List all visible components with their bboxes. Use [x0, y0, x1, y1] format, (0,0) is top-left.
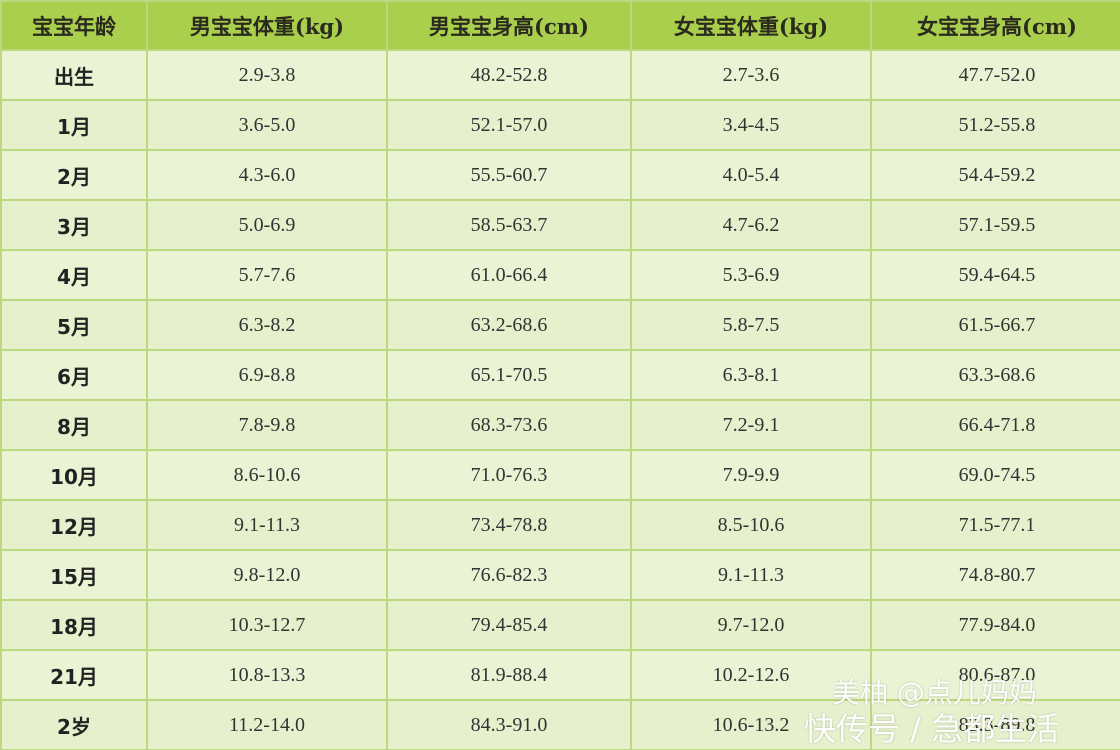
table-row: 18月 10.3-12.7 79.4-85.4 9.7-12.0 77.9-84.0 [0, 599, 1120, 651]
girl-height-cell: 77.9-84.0 [870, 599, 1120, 651]
girl-height-cell: 74.8-80.7 [870, 549, 1120, 601]
table-row: 6月 6.9-8.8 65.1-70.5 6.3-8.1 63.3-68.6 [0, 349, 1120, 401]
table-body: 出生 2.9-3.8 48.2-52.8 2.7-3.6 47.7-52.0 1月 3.6-… [0, 49, 1120, 750]
girl-weight-cell: 4.7-6.2 [630, 199, 872, 251]
age-cell: 8月 [0, 399, 148, 451]
age-cell: 3月 [0, 199, 148, 251]
table-row: 4月 5.7-7.6 61.0-66.4 5.3-6.9 59.4-64.5 [0, 249, 1120, 301]
header-age: 宝宝年龄 [0, 0, 148, 51]
girl-weight-cell: 2.7-3.6 [630, 49, 872, 101]
table-row: 1月 3.6-5.0 52.1-57.0 3.4-4.5 51.2-55.8 [0, 99, 1120, 151]
girl-weight-cell: 4.0-5.4 [630, 149, 872, 201]
boy-height-cell: 84.3-91.0 [386, 699, 632, 750]
header-girl-height: 女宝宝身高(cm) [870, 0, 1120, 51]
table-row: 8月 7.8-9.8 68.3-73.6 7.2-9.1 66.4-71.8 [0, 399, 1120, 451]
girl-weight-cell: 7.2-9.1 [630, 399, 872, 451]
boy-height-cell: 81.9-88.4 [386, 649, 632, 701]
boy-height-cell: 48.2-52.8 [386, 49, 632, 101]
age-cell: 6月 [0, 349, 148, 401]
table-row: 15月 9.8-12.0 76.6-82.3 9.1-11.3 74.8-80.7 [0, 549, 1120, 601]
table-row: 出生 2.9-3.8 48.2-52.8 2.7-3.6 47.7-52.0 [0, 49, 1120, 101]
age-cell: 5月 [0, 299, 148, 351]
boy-weight-cell: 10.3-12.7 [146, 599, 388, 651]
boy-height-cell: 79.4-85.4 [386, 599, 632, 651]
age-cell: 15月 [0, 549, 148, 601]
header-boy-height: 男宝宝身高(cm) [386, 0, 632, 51]
table-row: 21月 10.8-13.3 81.9-88.4 10.2-12.6 80.6-87.0 [0, 649, 1120, 701]
age-cell: 出生 [0, 49, 148, 101]
boy-height-cell: 52.1-57.0 [386, 99, 632, 151]
girl-weight-cell: 9.7-12.0 [630, 599, 872, 651]
table-row: 12月 9.1-11.3 73.4-78.8 8.5-10.6 71.5-77.1 [0, 499, 1120, 551]
age-cell: 2月 [0, 149, 148, 201]
girl-height-cell: 54.4-59.2 [870, 149, 1120, 201]
boy-weight-cell: 10.8-13.3 [146, 649, 388, 701]
boy-height-cell: 65.1-70.5 [386, 349, 632, 401]
table-row: 2月 4.3-6.0 55.5-60.7 4.0-5.4 54.4-59.2 [0, 149, 1120, 201]
table-row: 2岁 11.2-14.0 84.3-91.0 10.6-13.2 83.3-89.8 [0, 699, 1120, 750]
girl-height-cell: 80.6-87.0 [870, 649, 1120, 701]
boy-weight-cell: 8.6-10.6 [146, 449, 388, 501]
boy-weight-cell: 6.9-8.8 [146, 349, 388, 401]
header-girl-weight: 女宝宝体重(kg) [630, 0, 872, 51]
age-cell: 12月 [0, 499, 148, 551]
boy-height-cell: 68.3-73.6 [386, 399, 632, 451]
girl-weight-cell: 5.3-6.9 [630, 249, 872, 301]
boy-height-cell: 73.4-78.8 [386, 499, 632, 551]
boy-weight-cell: 11.2-14.0 [146, 699, 388, 750]
boy-weight-cell: 5.7-7.6 [146, 249, 388, 301]
girl-height-cell: 66.4-71.8 [870, 399, 1120, 451]
girl-height-cell: 47.7-52.0 [870, 49, 1120, 101]
header-boy-weight: 男宝宝体重(kg) [146, 0, 388, 51]
age-cell: 21月 [0, 649, 148, 701]
boy-weight-cell: 3.6-5.0 [146, 99, 388, 151]
girl-weight-cell: 3.4-4.5 [630, 99, 872, 151]
boy-height-cell: 71.0-76.3 [386, 449, 632, 501]
boy-weight-cell: 6.3-8.2 [146, 299, 388, 351]
table-row: 10月 8.6-10.6 71.0-76.3 7.9-9.9 69.0-74.5 [0, 449, 1120, 501]
girl-height-cell: 51.2-55.8 [870, 99, 1120, 151]
girl-weight-cell: 7.9-9.9 [630, 449, 872, 501]
boy-height-cell: 76.6-82.3 [386, 549, 632, 601]
age-cell: 4月 [0, 249, 148, 301]
girl-weight-cell: 10.6-13.2 [630, 699, 872, 750]
boy-weight-cell: 2.9-3.8 [146, 49, 388, 101]
table-row: 5月 6.3-8.2 63.2-68.6 5.8-7.5 61.5-66.7 [0, 299, 1120, 351]
girl-weight-cell: 5.8-7.5 [630, 299, 872, 351]
boy-weight-cell: 9.1-11.3 [146, 499, 388, 551]
age-cell: 10月 [0, 449, 148, 501]
age-cell: 2岁 [0, 699, 148, 750]
girl-weight-cell: 6.3-8.1 [630, 349, 872, 401]
girl-height-cell: 63.3-68.6 [870, 349, 1120, 401]
girl-weight-cell: 9.1-11.3 [630, 549, 872, 601]
girl-weight-cell: 10.2-12.6 [630, 649, 872, 701]
girl-height-cell: 59.4-64.5 [870, 249, 1120, 301]
boy-weight-cell: 7.8-9.8 [146, 399, 388, 451]
age-cell: 1月 [0, 99, 148, 151]
girl-weight-cell: 8.5-10.6 [630, 499, 872, 551]
boy-weight-cell: 4.3-6.0 [146, 149, 388, 201]
girl-height-cell: 61.5-66.7 [870, 299, 1120, 351]
boy-weight-cell: 5.0-6.9 [146, 199, 388, 251]
boy-height-cell: 61.0-66.4 [386, 249, 632, 301]
table-row: 3月 5.0-6.9 58.5-63.7 4.7-6.2 57.1-59.5 [0, 199, 1120, 251]
girl-height-cell: 83.3-89.8 [870, 699, 1120, 750]
table-header-row: 宝宝年龄 男宝宝体重(kg) 男宝宝身高(cm) 女宝宝体重(kg) 女宝宝身高… [0, 0, 1120, 51]
girl-height-cell: 71.5-77.1 [870, 499, 1120, 551]
boy-height-cell: 58.5-63.7 [386, 199, 632, 251]
boy-height-cell: 55.5-60.7 [386, 149, 632, 201]
girl-height-cell: 57.1-59.5 [870, 199, 1120, 251]
boy-height-cell: 63.2-68.6 [386, 299, 632, 351]
age-cell: 18月 [0, 599, 148, 651]
boy-weight-cell: 9.8-12.0 [146, 549, 388, 601]
girl-height-cell: 69.0-74.5 [870, 449, 1120, 501]
